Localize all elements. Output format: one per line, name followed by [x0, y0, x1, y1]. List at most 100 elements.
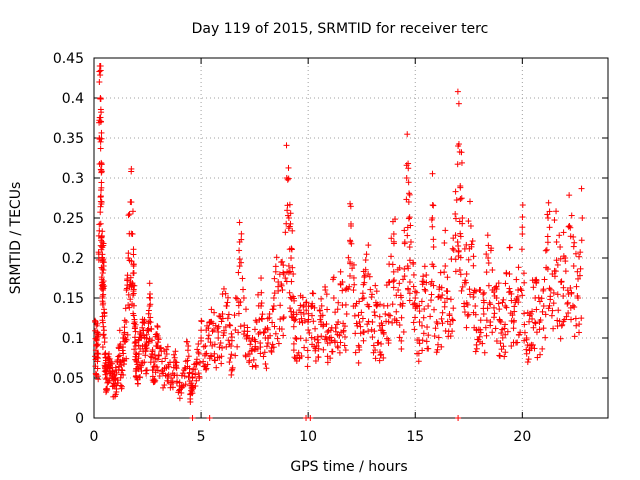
data-point — [100, 278, 107, 285]
data-point — [439, 292, 446, 299]
data-point — [192, 371, 199, 378]
data-point — [131, 282, 138, 289]
data-point — [330, 295, 337, 301]
data-point — [271, 290, 278, 297]
data-point — [290, 340, 297, 347]
data-point — [151, 378, 158, 385]
data-point — [405, 160, 412, 167]
data-point — [401, 240, 408, 247]
data-point — [570, 243, 577, 250]
data-point — [359, 290, 366, 297]
data-point — [362, 266, 369, 273]
data-point — [311, 336, 318, 343]
data-point — [320, 346, 327, 353]
data-point — [235, 310, 242, 317]
data-point — [578, 315, 585, 322]
data-point — [161, 365, 168, 372]
data-point — [227, 322, 234, 329]
data-point — [449, 328, 456, 335]
data-point — [324, 306, 331, 313]
data-point — [298, 315, 305, 322]
data-point — [455, 242, 462, 249]
data-point — [485, 255, 492, 261]
data-point — [126, 211, 133, 218]
data-point — [493, 338, 500, 345]
data-point — [518, 246, 525, 253]
data-point — [138, 362, 145, 369]
data-point — [480, 311, 487, 317]
data-point — [111, 375, 118, 382]
data-point — [385, 318, 392, 325]
data-point — [293, 311, 300, 318]
data-point — [526, 312, 533, 319]
data-point — [406, 244, 413, 251]
data-point — [242, 306, 249, 313]
data-point — [154, 356, 161, 363]
data-point — [147, 353, 154, 360]
data-point — [116, 327, 123, 334]
data-point — [347, 200, 354, 207]
data-point — [370, 342, 377, 349]
data-point — [297, 309, 304, 316]
data-point — [546, 208, 553, 215]
data-point — [502, 321, 509, 328]
data-point — [511, 317, 518, 324]
data-point — [501, 353, 508, 360]
data-point — [500, 296, 507, 303]
data-point — [377, 301, 384, 308]
data-point — [352, 330, 359, 337]
data-point — [576, 253, 583, 260]
data-point — [513, 276, 520, 283]
data-point — [455, 247, 462, 254]
data-point — [361, 274, 368, 281]
data-point — [162, 355, 169, 362]
data-point — [127, 278, 134, 285]
data-point — [258, 275, 265, 282]
data-point — [354, 322, 361, 329]
data-point — [385, 340, 392, 347]
data-point — [141, 359, 148, 366]
data-point — [340, 327, 347, 334]
data-point — [160, 384, 167, 391]
data-point — [430, 282, 437, 289]
data-point — [132, 321, 139, 328]
data-point — [423, 279, 430, 286]
data-points — [92, 63, 586, 421]
data-point — [464, 301, 471, 308]
data-point — [270, 302, 277, 309]
data-point — [106, 355, 113, 362]
data-point — [410, 259, 417, 266]
data-point — [462, 277, 469, 284]
data-point — [452, 268, 459, 275]
data-point — [472, 303, 479, 309]
data-point — [124, 272, 131, 279]
data-point — [501, 325, 508, 332]
data-point — [406, 257, 413, 264]
data-point — [205, 332, 212, 339]
data-point — [371, 328, 378, 335]
data-point — [366, 273, 373, 280]
data-point — [309, 312, 316, 319]
data-point — [97, 96, 104, 103]
data-point — [439, 320, 446, 327]
data-point — [155, 336, 162, 343]
data-point — [93, 371, 100, 378]
data-point — [500, 343, 507, 350]
data-point — [107, 365, 114, 372]
data-point — [465, 256, 472, 263]
data-point — [396, 322, 403, 329]
data-point — [405, 215, 412, 222]
data-point — [95, 355, 102, 362]
data-point — [261, 329, 268, 336]
data-point — [434, 320, 441, 327]
data-point — [380, 330, 387, 337]
data-point — [291, 297, 298, 304]
data-point — [378, 340, 385, 347]
data-point — [293, 336, 300, 343]
data-point — [407, 222, 414, 229]
data-point — [523, 350, 530, 357]
data-point — [485, 282, 492, 289]
y-tick-label: 0.25 — [53, 211, 84, 227]
data-point — [540, 303, 547, 309]
data-point — [387, 312, 394, 319]
